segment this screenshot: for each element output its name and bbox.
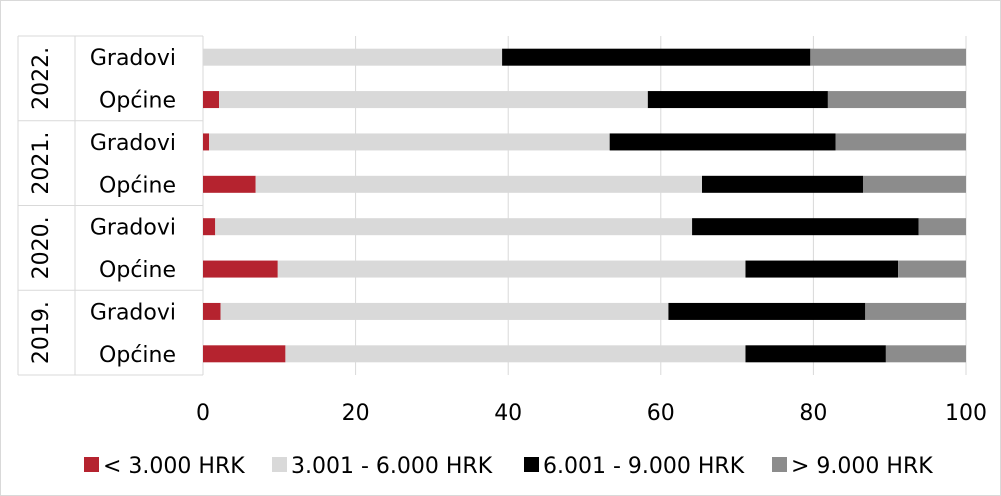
bar-2019-gradovi-s1	[220, 302, 669, 320]
bar-2020-gradovi-s2	[692, 218, 919, 236]
bar-2021-gradovi-s1	[209, 133, 610, 151]
bar-2020-gradovi-s3	[918, 218, 966, 236]
group-label: 2022.	[29, 47, 54, 110]
bar-2019-gradovi-s2	[668, 302, 866, 320]
legend-label: 6.001 - 9.000 HRK	[543, 454, 745, 479]
x-tick-label: 20	[342, 401, 370, 426]
legend-swatch	[84, 457, 99, 472]
bar-2020-op-ine-s0	[203, 260, 278, 278]
bar-2022-op-ine-s1	[219, 91, 648, 109]
category-label: Gradovi	[90, 300, 176, 325]
bar-2019-op-ine-s0	[203, 345, 286, 363]
gridlines	[202, 36, 967, 375]
bar-2020-op-ine-s2	[745, 260, 899, 278]
category-label: Gradovi	[90, 216, 176, 241]
bar-2020-op-ine-s1	[277, 260, 746, 278]
category-label: Općine	[99, 343, 176, 368]
legend-swatch	[524, 457, 539, 472]
category-label: Općine	[99, 173, 176, 198]
x-tick-label: 60	[647, 401, 675, 426]
category-label: Općine	[99, 258, 176, 283]
x-tick-label: 100	[945, 401, 987, 426]
bar-2019-op-ine-s2	[745, 345, 886, 363]
bar-2021-op-ine-s3	[862, 175, 966, 193]
bar-2021-op-ine-s2	[702, 175, 863, 193]
bar-2021-gradovi-s2	[609, 133, 836, 151]
group-label: 2020.	[29, 216, 54, 279]
legend-label: 3.001 - 6.000 HRK	[291, 454, 493, 479]
bar-2020-gradovi-s1	[215, 218, 693, 236]
group-label: 2019.	[29, 301, 54, 364]
category-label: Općine	[99, 89, 176, 114]
bar-2021-op-ine-s0	[203, 175, 256, 193]
bar-2019-gradovi-s0	[203, 302, 221, 320]
category-labels: 2022. Gradovi Općine 2021. Gradovi Općine 2020…	[17, 35, 203, 376]
bar-2022-gradovi-s1	[203, 48, 503, 66]
x-tick-label: 0	[196, 401, 210, 426]
x-tick-label: 80	[799, 401, 827, 426]
legend: < 3.000 HRK 3.001 - 6.000 HRK 6.001 - 9.00…	[84, 454, 933, 479]
x-tick-label: 40	[494, 401, 522, 426]
bar-2019-gradovi-s3	[865, 302, 966, 320]
legend-swatch	[772, 457, 787, 472]
bar-2019-op-ine-s3	[885, 345, 966, 363]
bar-2020-op-ine-s3	[898, 260, 966, 278]
bar-2022-op-ine-s3	[827, 91, 966, 109]
bar-2021-gradovi-s0	[203, 133, 210, 151]
x-tick-labels: 0 20 40 60 80 100	[196, 401, 987, 426]
group-label: 2021.	[29, 132, 54, 195]
bar-2022-gradovi-s2	[502, 48, 811, 66]
bar-2021-gradovi-s3	[835, 133, 966, 151]
bar-2020-gradovi-s0	[203, 218, 216, 236]
legend-swatch	[272, 457, 287, 472]
bars	[203, 48, 966, 363]
category-label: Gradovi	[90, 131, 176, 156]
bar-2022-gradovi-s3	[810, 48, 966, 66]
bar-2019-op-ine-s1	[285, 345, 746, 363]
legend-label: < 3.000 HRK	[103, 454, 245, 479]
bar-2022-op-ine-s2	[647, 91, 828, 109]
bar-2021-op-ine-s1	[255, 175, 703, 193]
bar-2022-op-ine-s0	[203, 91, 220, 109]
category-label: Gradovi	[90, 46, 176, 71]
legend-label: > 9.000 HRK	[791, 454, 933, 479]
